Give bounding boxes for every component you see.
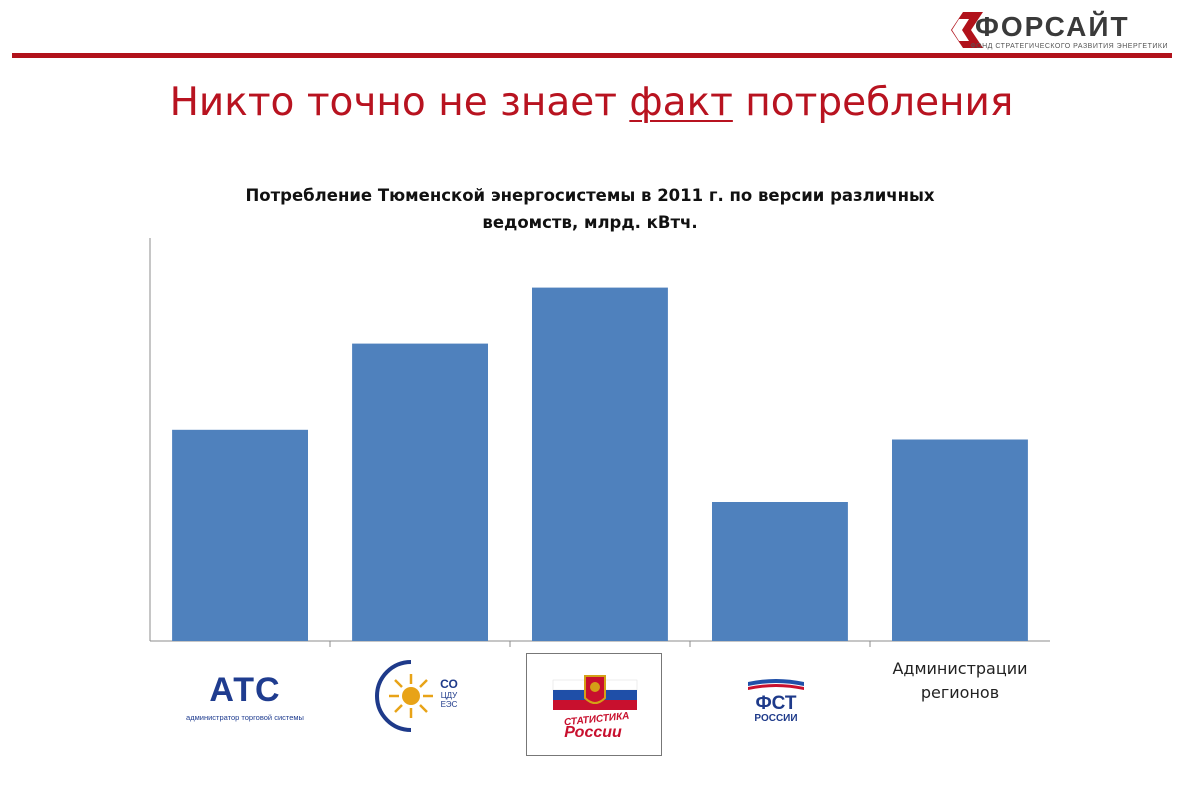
page-title: Никто точно не знает факт потребления xyxy=(0,80,1183,125)
forsait-logo: ФОРСАЙТ ФОНД СТРАТЕГИЧЕСКОГО РАЗВИТИЯ ЭН… xyxy=(939,6,1171,54)
forsait-brand-name: ФОРСАЙТ xyxy=(975,11,1130,42)
bar-3 xyxy=(532,287,668,641)
chart-title: Потребление Тюменской энергосистемы в 20… xyxy=(245,186,935,232)
so-ups-logo: СО ЦДУ ЕЭС xyxy=(371,658,471,734)
so-ups-logo-line2: ЦДУ xyxy=(441,691,458,700)
header-divider xyxy=(12,53,1172,58)
rosstat-logo: СТАТИСТИКА России xyxy=(526,653,662,756)
page-title-suffix: потребления xyxy=(732,80,1014,125)
ats-logo-caption: администратор торговой системы xyxy=(186,713,304,722)
category-ticks-group xyxy=(329,641,871,647)
forsait-mark-icon xyxy=(951,12,983,48)
fst-logo-mark: ФСТ xyxy=(755,693,796,714)
so-ups-logo-line1: СО xyxy=(440,677,458,691)
coat-of-arms-icon xyxy=(584,675,606,704)
so-ups-arc-icon xyxy=(375,660,412,732)
bar-1 xyxy=(172,429,308,641)
rosstat-logo-word2: России xyxy=(564,724,622,741)
category-label-regions: Администрации регионов xyxy=(892,659,1028,702)
forsait-brand-subtitle: ФОНД СТРАТЕГИЧЕСКОГО РАЗВИТИЯ ЭНЕРГЕТИКИ xyxy=(970,43,1168,50)
bar-4 xyxy=(712,502,848,641)
ats-logo-mark: АТС xyxy=(209,671,280,709)
sun-icon xyxy=(389,674,433,718)
ats-logo: АТС администратор торговой системы xyxy=(175,668,315,726)
page-title-emphasis: факт xyxy=(629,80,733,125)
so-ups-logo-line3: ЕЭС xyxy=(441,700,458,709)
bars-group xyxy=(172,287,1028,641)
fst-logo-line2: РОССИИ xyxy=(754,713,797,724)
page-title-prefix: Никто точно не знает xyxy=(169,80,630,125)
bar-2 xyxy=(352,343,488,641)
fst-logo: ФСТ РОССИИ xyxy=(738,676,814,734)
flag-stripe-icon xyxy=(748,679,804,686)
bar-5 xyxy=(892,439,1028,641)
